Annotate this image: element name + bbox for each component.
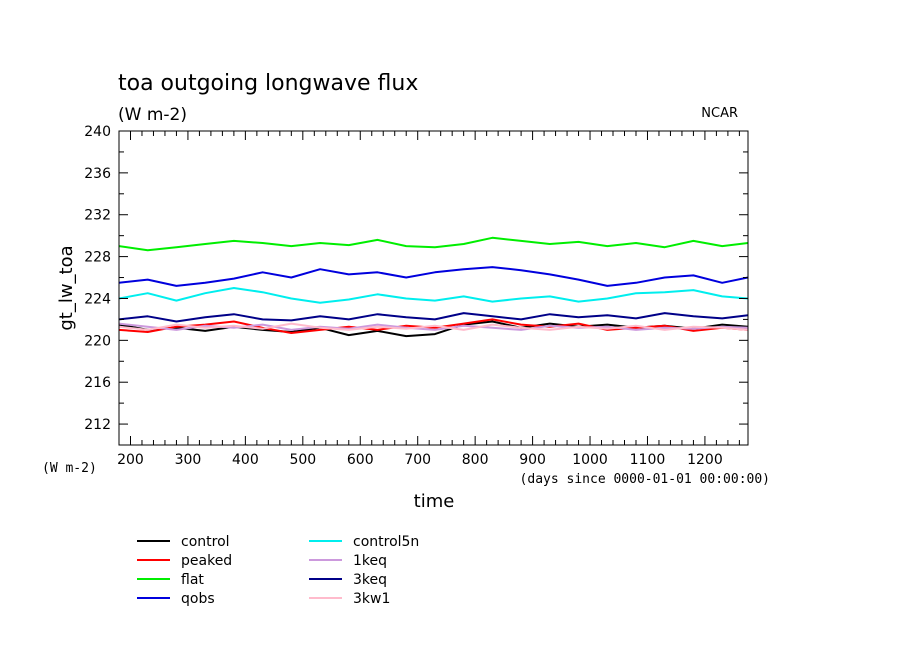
- legend: control peaked flat qobs control5n 1keq 3keq 3k…: [137, 534, 419, 607]
- x-tick-label: 300: [175, 452, 202, 468]
- y-tick-label: 232: [84, 208, 111, 224]
- x-axis-label: time: [414, 491, 455, 512]
- y-tick-label: 212: [84, 417, 111, 433]
- series-line-3keq: [119, 312, 748, 323]
- x-tick-label: 1000: [572, 452, 608, 468]
- y-tick-label: 228: [84, 250, 111, 266]
- x-tick-label: 400: [232, 452, 259, 468]
- x-tick-label: 700: [404, 452, 431, 468]
- credit-label: NCAR: [701, 106, 738, 121]
- chart-subtitle: (W m-2): [118, 105, 187, 125]
- x-tick-label: 600: [347, 452, 374, 468]
- x-tick-label: 200: [117, 452, 144, 468]
- y-unit-label: (W m-2): [42, 461, 97, 476]
- legend-label-control5n: control5n: [353, 534, 419, 550]
- series-line-3kw1: [119, 322, 748, 331]
- y-axis-label: gt_lw_toa: [56, 245, 77, 330]
- legend-label-1keq: 1keq: [353, 553, 387, 569]
- x-tick-label: 900: [519, 452, 546, 468]
- legend-label-control: control: [181, 534, 230, 550]
- legend-label-3keq: 3keq: [353, 572, 387, 588]
- legend-label-3kw1: 3kw1: [353, 591, 390, 607]
- series-line-qobs: [119, 266, 748, 287]
- chart-title: toa outgoing longwave flux: [118, 71, 418, 96]
- series-line-control5n: [119, 287, 748, 304]
- x-unit-label: (days since 0000-01-01 00:00:00): [520, 472, 770, 487]
- x-tick-label: 1200: [687, 452, 723, 468]
- legend-label-qobs: qobs: [181, 591, 215, 607]
- plot-area: 212 216 220 224 228 232 236 240 200 300 400 500 600 7…: [84, 124, 749, 468]
- legend-label-peaked: peaked: [181, 553, 232, 569]
- y-tick-label: 220: [84, 333, 111, 349]
- plot-frame: [118, 130, 749, 446]
- x-tick-label: 1100: [630, 452, 666, 468]
- series-line-flat: [119, 236, 748, 252]
- y-tick-label: 240: [84, 124, 111, 140]
- y-tick-label: 216: [84, 375, 111, 391]
- y-tick-label: 236: [84, 166, 111, 182]
- y-tick-label: 224: [84, 291, 111, 307]
- x-tick-label: 500: [289, 452, 316, 468]
- legend-label-flat: flat: [181, 572, 204, 588]
- series-lines: [119, 236, 748, 338]
- x-tick-label: 800: [462, 452, 489, 468]
